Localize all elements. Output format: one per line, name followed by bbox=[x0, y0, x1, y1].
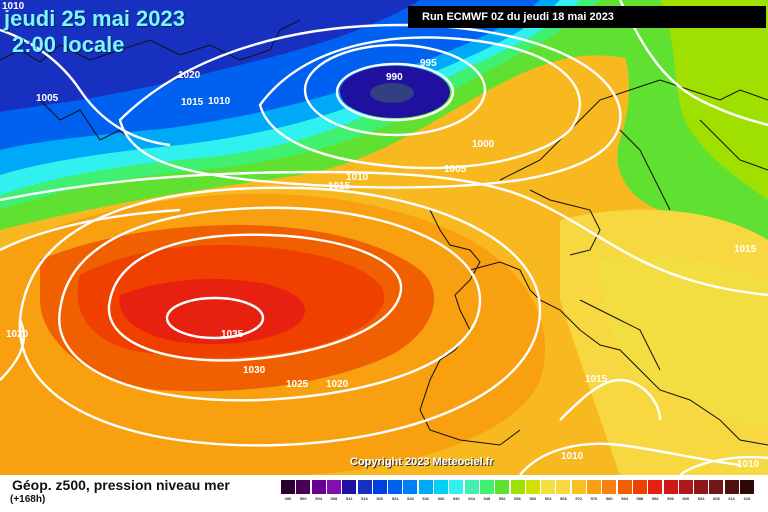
forecast-time: 2:00 locale bbox=[12, 32, 125, 57]
color-scale-swatch bbox=[678, 480, 693, 494]
color-scale-swatch bbox=[479, 480, 494, 494]
isobar-label: 1010 bbox=[208, 96, 231, 107]
isobar-label: 990 bbox=[386, 72, 403, 83]
color-scale-swatch bbox=[372, 480, 387, 494]
forecast-lead-time: (+168h) bbox=[10, 494, 46, 505]
color-scale-label: 616 bbox=[743, 496, 751, 501]
color-scale-swatch bbox=[434, 480, 448, 494]
isobar-label: 1005 bbox=[444, 164, 467, 175]
color-scale-label: 572 bbox=[575, 496, 583, 501]
color-scale-swatch bbox=[418, 480, 433, 494]
isobar-label: 1035 bbox=[221, 329, 244, 340]
color-scale-label: 560 bbox=[529, 496, 537, 501]
color-scale-label: 516 bbox=[361, 496, 368, 501]
color-scale-label: 540 bbox=[452, 496, 460, 501]
color-scale-swatch bbox=[449, 480, 464, 494]
color-scale-swatch bbox=[510, 480, 525, 494]
isobar-label: 1025 bbox=[286, 379, 309, 390]
color-scale-swatch bbox=[648, 480, 663, 494]
color-scale-label: 576 bbox=[590, 496, 598, 501]
color-scale-label: 580 bbox=[605, 496, 613, 501]
color-scale-label: 596 bbox=[667, 496, 674, 501]
model-run-label: Run ECMWF 0Z du jeudi 18 mai 2023 bbox=[408, 6, 766, 28]
color-scale-swatch bbox=[525, 480, 540, 494]
isobar-label: 1015 bbox=[585, 374, 608, 385]
color-scale-swatch bbox=[464, 480, 479, 494]
color-scale-label: 608 bbox=[713, 496, 720, 501]
color-scale-label: 544 bbox=[468, 496, 475, 501]
isobar-label: 1010 bbox=[2, 1, 25, 12]
isobar-label: 1020 bbox=[6, 329, 29, 340]
isobar-label: 1010 bbox=[737, 459, 760, 470]
color-scale-label: 588 bbox=[636, 496, 644, 501]
color-scale-label: 612 bbox=[728, 496, 736, 501]
color-scale-swatch bbox=[326, 480, 341, 494]
color-scale-label: 604 bbox=[697, 496, 705, 501]
color-scale-label: 536 bbox=[437, 496, 445, 501]
color-scale-swatch bbox=[709, 480, 724, 494]
isobar-label: 1020 bbox=[326, 379, 349, 390]
color-scale-label: 532 bbox=[422, 496, 430, 501]
legend-footer: Géop. z500, pression niveau mer (+168h) … bbox=[0, 475, 768, 512]
color-scale-swatch bbox=[617, 480, 632, 494]
color-scale-label: 508 bbox=[330, 496, 338, 501]
color-scale-label: 500 bbox=[299, 496, 307, 501]
isobar-label: 1030 bbox=[243, 365, 266, 376]
color-scale-label: 528 bbox=[407, 496, 414, 501]
color-scale-label: 520 bbox=[376, 496, 384, 501]
color-scale-swatch bbox=[724, 480, 739, 494]
isobar-label: 1010 bbox=[561, 451, 584, 462]
copyright-notice: Copyright 2023 Meteociel.fr bbox=[350, 456, 494, 468]
isobar-label: 1015 bbox=[181, 97, 204, 108]
color-scale-swatch bbox=[357, 480, 372, 494]
isobar-label: 995 bbox=[420, 58, 437, 69]
color-scale-label: 592 bbox=[651, 496, 659, 501]
color-scale-swatch bbox=[740, 480, 754, 494]
color-scale-swatch bbox=[342, 480, 357, 494]
isobar-label: 1010 bbox=[346, 172, 369, 183]
color-scale-swatch bbox=[281, 480, 295, 494]
geopotential-map: 1010 1020 1005 1015 1010 995 990 1000 10… bbox=[0, 0, 768, 475]
color-scale-swatch bbox=[388, 480, 403, 494]
color-scale-swatch bbox=[694, 480, 709, 494]
forecast-date: jeudi 25 mai 2023 bbox=[4, 6, 185, 31]
color-scale-swatch bbox=[495, 480, 510, 494]
color-scale-swatch bbox=[571, 480, 586, 494]
map-title: Géop. z500, pression niveau mer bbox=[12, 477, 230, 493]
color-scale-label: 512 bbox=[345, 496, 353, 501]
color-scale: 496 500 504 508 512 516 520 524 528 532 536 540 544 5… bbox=[281, 480, 757, 510]
color-scale-label: 556 bbox=[514, 496, 521, 501]
color-scale-swatch bbox=[296, 480, 311, 494]
color-scale-swatch bbox=[541, 480, 556, 494]
isobar-label: 1000 bbox=[472, 139, 495, 150]
isobar-label: 1005 bbox=[36, 93, 59, 104]
isobar-label: 1020 bbox=[178, 70, 201, 81]
color-scale-label: 552 bbox=[498, 496, 506, 501]
color-scale-label: 600 bbox=[682, 496, 690, 501]
color-scale-label: 568 bbox=[560, 496, 567, 501]
color-scale-swatch bbox=[587, 480, 601, 494]
color-scale-swatch bbox=[663, 480, 678, 494]
isobar-label: 1015 bbox=[328, 181, 351, 192]
color-scale-swatch bbox=[632, 480, 647, 494]
color-scale-label: 548 bbox=[483, 496, 491, 501]
color-scale-swatch bbox=[556, 480, 571, 494]
color-scale-label: 524 bbox=[391, 496, 399, 501]
color-scale-label: 496 bbox=[284, 496, 292, 501]
isobar-label: 1015 bbox=[734, 244, 757, 255]
color-scale-label: 564 bbox=[544, 496, 552, 501]
color-scale-label: 504 bbox=[315, 496, 322, 501]
color-scale-swatch bbox=[602, 480, 617, 494]
color-scale-swatch bbox=[403, 480, 418, 494]
color-scale-swatch bbox=[311, 480, 326, 494]
color-scale-label: 584 bbox=[621, 496, 628, 501]
